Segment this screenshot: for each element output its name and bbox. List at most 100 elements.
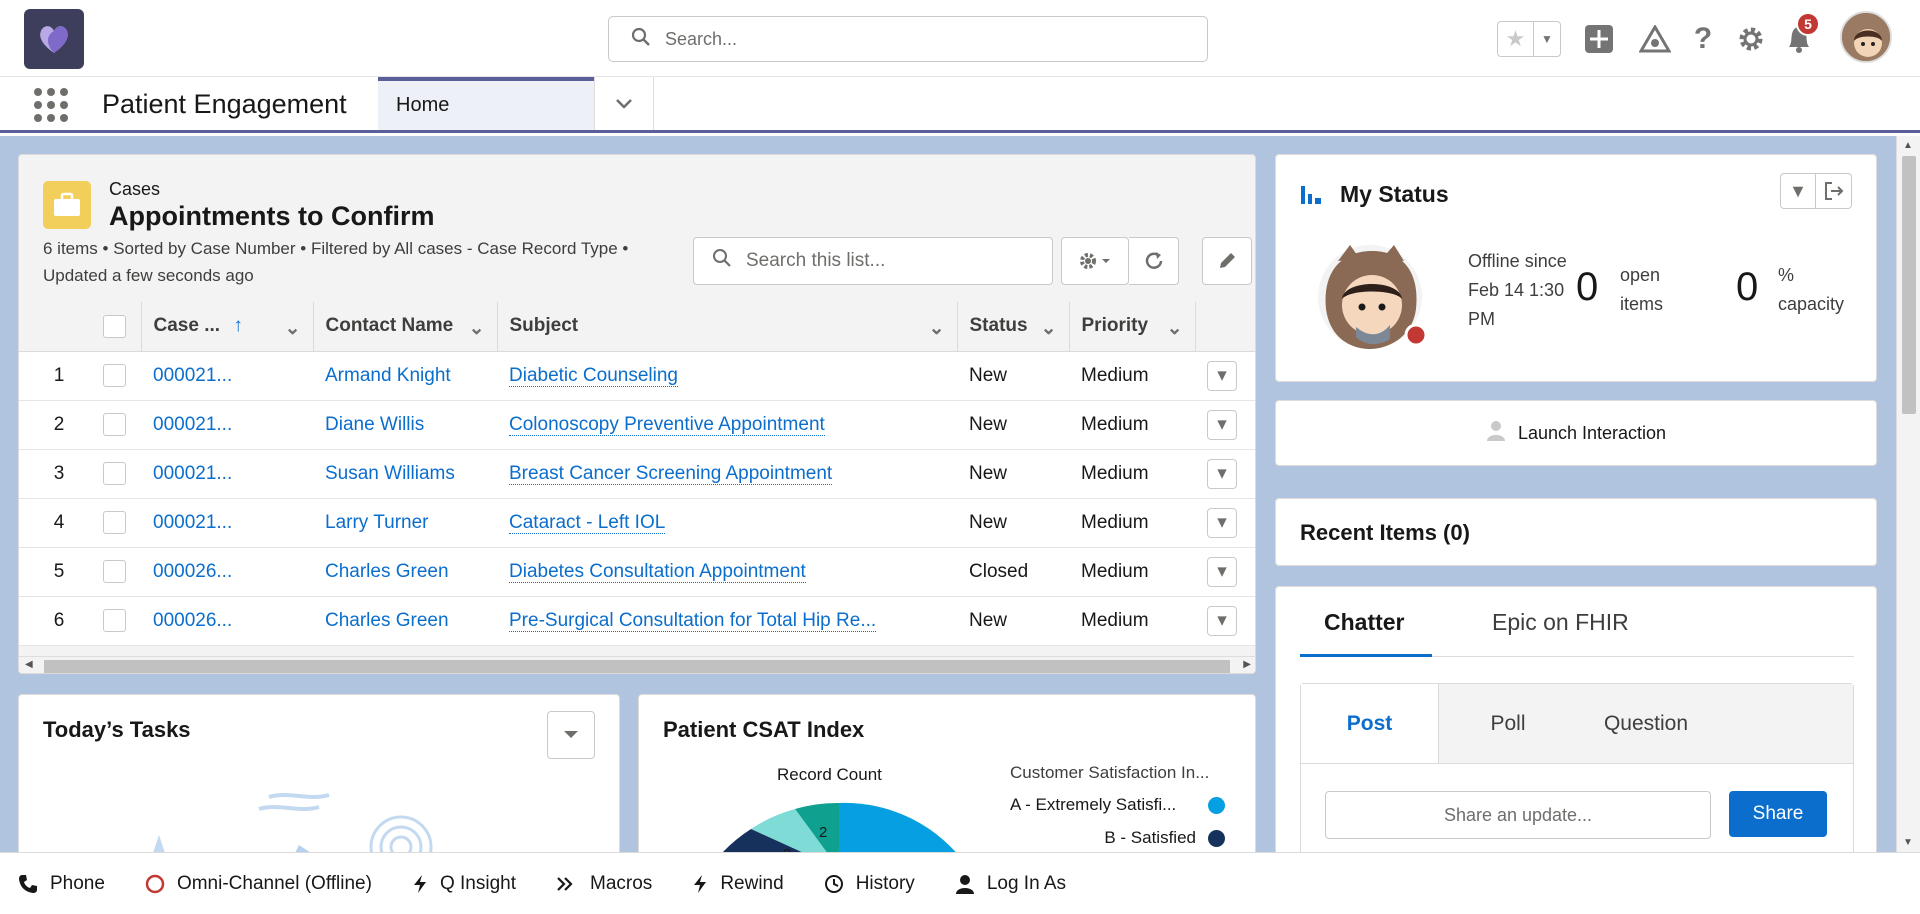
status-chevron-down-icon[interactable]: ▼ [1780,173,1816,209]
publisher: Post Poll Question Share an update... Sh… [1300,683,1854,852]
utility-history[interactable]: History [824,873,915,895]
table-row: 4 000021... Larry Turner Cataract - Left… [19,498,1255,548]
case-number-link[interactable]: 000021... [153,413,233,435]
scroll-up-arrow-icon[interactable]: ▲ [1903,140,1913,151]
favorites-chevron-down-icon[interactable]: ▼ [1541,32,1553,46]
case-number-link[interactable]: 000021... [153,462,233,484]
utility-log-in-as[interactable]: Log In As [955,873,1066,895]
case-number-link[interactable]: 000026... [153,560,233,582]
utility-q-insight[interactable]: Q Insight [412,873,516,895]
publisher-tab-post[interactable]: Post [1301,684,1439,763]
pie-slice-b[interactable] [709,829,839,852]
list-settings-button[interactable] [1061,237,1129,285]
scroll-down-arrow-icon[interactable]: ▼ [1903,837,1913,848]
add-icon[interactable] [1580,20,1618,58]
subject-link[interactable]: Colonoscopy Preventive Appointment [509,413,825,436]
column-header-priority[interactable]: Priority ⌄ [1069,302,1196,352]
status-bars-icon [1301,186,1321,204]
column-header-subject[interactable]: Subject ⌄ [497,302,958,352]
row-checkbox[interactable] [103,364,126,387]
refresh-button[interactable] [1129,237,1179,285]
help-icon[interactable]: ? [1693,22,1713,55]
page-scroll-thumb[interactable] [1902,156,1916,414]
row-checkbox[interactable] [103,609,126,632]
contact-name-link[interactable]: Susan Williams [325,462,455,484]
column-header-case-number[interactable]: Case ... ↑ ⌄ [141,302,314,352]
horizontal-scroll-thumb[interactable] [44,660,1230,673]
column-header-contact-name[interactable]: Contact Name ⌄ [313,302,498,352]
star-icon[interactable]: ★ [1498,22,1534,56]
subject-link[interactable]: Cataract - Left IOL [509,511,666,534]
row-checkbox[interactable] [103,560,126,583]
table-header-row: Case ... ↑ ⌄ Contact Name ⌄ Subject ⌄ Statu… [19,302,1255,352]
tasks-title: Today’s Tasks [43,717,191,742]
publisher-tab-question[interactable]: Question [1603,711,1689,735]
case-number-link[interactable]: 000021... [153,511,233,533]
favorites-control[interactable]: ★ ▼ [1497,21,1561,57]
row-action-menu-button[interactable]: ▾ [1207,556,1237,587]
chevron-down-icon[interactable]: ⌄ [1166,318,1183,339]
pie-slice-d[interactable] [751,809,839,852]
chevron-down-icon[interactable]: ⌄ [928,318,945,339]
lightning-icon [692,874,708,894]
publisher-tab-poll[interactable]: Poll [1490,711,1526,735]
chevron-down-icon[interactable]: ⌄ [284,318,301,339]
list-view-title[interactable]: Appointments to Confirm [109,201,435,231]
tab-chatter[interactable]: Chatter [1324,609,1405,635]
trailhead-icon[interactable] [1636,20,1674,58]
tasks-menu-chevron-down-icon[interactable] [547,711,595,759]
launch-interaction-button[interactable]: Launch Interaction [1275,400,1877,466]
contact-name-link[interactable]: Charles Green [325,560,449,582]
app-launcher-icon[interactable] [34,88,68,122]
row-action-menu-button[interactable]: ▾ [1207,605,1237,636]
row-action-menu-button[interactable]: ▾ [1207,360,1237,391]
row-checkbox[interactable] [103,413,126,436]
contact-name-link[interactable]: Armand Knight [325,364,451,386]
contact-name-link[interactable]: Diane Willis [325,413,425,435]
case-number-link[interactable]: 000021... [153,364,233,386]
inline-edit-button[interactable] [1202,237,1252,285]
logout-icon[interactable] [1816,173,1852,209]
utility-macros[interactable]: Macros [556,873,652,895]
contact-name-link[interactable]: Larry Turner [325,511,429,533]
tab-epic-on-fhir[interactable]: Epic on FHIR [1492,609,1629,635]
row-action-menu-button[interactable]: ▾ [1207,409,1237,440]
app-logo[interactable] [24,9,84,69]
row-number: 6 [19,596,99,646]
scroll-left-arrow-icon[interactable]: ◀ [25,659,33,670]
page-scrollbar[interactable]: ▲ ▼ [1896,136,1920,852]
row-action-menu-button[interactable]: ▾ [1207,507,1237,538]
row-action-menu-button[interactable]: ▾ [1207,458,1237,489]
pie-slice-c[interactable] [795,802,839,852]
share-update-input[interactable]: Share an update... [1325,791,1711,839]
pie-slice-a[interactable] [839,802,969,852]
legend-item[interactable]: A - Extremely Satisfi... [1010,795,1230,815]
share-button[interactable]: Share [1729,791,1827,837]
utility-rewind[interactable]: Rewind [692,873,784,895]
nav-more-chevron-down-icon[interactable] [594,77,654,130]
column-header-status[interactable]: Status ⌄ [957,302,1070,352]
subject-link[interactable]: Diabetes Consultation Appointment [509,560,806,583]
global-search-input[interactable]: Search... [608,16,1208,62]
contact-name-link[interactable]: Charles Green [325,609,449,631]
tab-home[interactable]: Home [378,77,594,130]
horizontal-scrollbar[interactable]: ◀ ▶ [19,656,1255,673]
case-number-link[interactable]: 000026... [153,609,233,631]
gear-icon[interactable] [1732,20,1770,58]
todays-tasks-card: Today’s Tasks [18,694,620,852]
select-all-checkbox[interactable] [103,314,126,338]
subject-link[interactable]: Diabetic Counseling [509,364,678,387]
list-search-input[interactable]: Search this list... [693,237,1053,285]
row-checkbox[interactable] [103,462,126,485]
offline-since-text: Offline since Feb 14 1:30 PM [1468,251,1567,329]
chevron-down-icon[interactable]: ⌄ [1040,318,1057,339]
scroll-right-arrow-icon[interactable]: ▶ [1243,659,1251,670]
user-avatar[interactable] [1840,11,1892,63]
subject-link[interactable]: Pre-Surgical Consultation for Total Hip … [509,609,877,632]
legend-item[interactable]: B - Satisfied [1104,828,1196,847]
utility-omni-channel[interactable]: Omni-Channel (Offline) [145,873,372,895]
subject-link[interactable]: Breast Cancer Screening Appointment [509,462,833,485]
chevron-down-icon[interactable]: ⌄ [468,318,485,339]
row-checkbox[interactable] [103,511,126,534]
utility-phone[interactable]: Phone [18,873,105,895]
